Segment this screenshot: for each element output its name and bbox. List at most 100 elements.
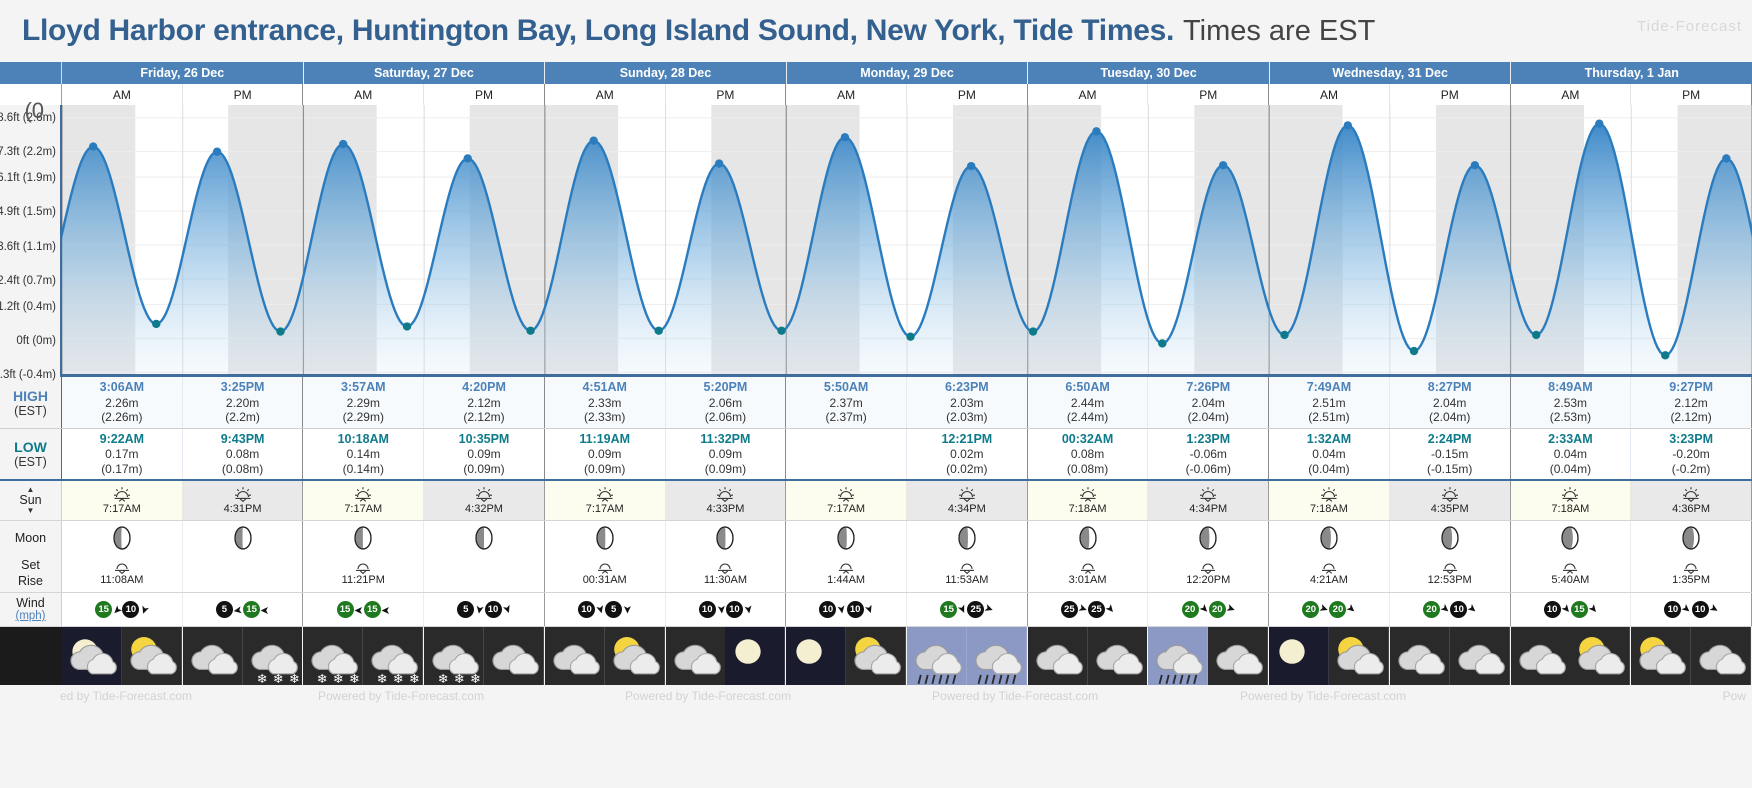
high-height-alt: (2.06m) <box>704 410 747 425</box>
low-tide-marker-1 <box>152 319 161 329</box>
wind-badge-group: 25 ➤ <box>1060 601 1089 618</box>
sun-row: ▲ Sun ▼ 7:17AM 4:31PM 7:17AM 4:32PM 7:17AM 4:… <box>0 481 1752 521</box>
moon-phase-icon <box>233 526 252 550</box>
high-time: 4:51AM <box>582 380 627 395</box>
svg-text:❄: ❄ <box>256 672 267 685</box>
weather-subcell <box>665 627 726 685</box>
weather-icon-sun-cloud <box>604 627 665 685</box>
weather-subcell: ❄ ❄ ❄ <box>303 627 364 685</box>
high-height-alt: (2.04m) <box>1187 410 1229 425</box>
high-height: 2.04m <box>1191 395 1225 410</box>
weather-subcell <box>1027 627 1088 685</box>
high-time: 6:50AM <box>1065 380 1110 395</box>
sunset-icon <box>476 487 492 502</box>
low-cell-3-pm: 12:21PM 0.02m (0.02m) <box>906 429 1028 479</box>
weather-icon-night-clear <box>725 627 786 685</box>
wind-direction-arrow-icon: ➤ <box>1344 601 1359 617</box>
ampm-cells: AM PM AM PM AM PM AM PM AM PM AM PM AM PM <box>62 84 1752 105</box>
wind-badge-group: 10 ➤ <box>122 601 152 618</box>
wind-speed-badge: 10 <box>484 601 502 618</box>
wind-speed-badge: 20 <box>1422 601 1440 618</box>
day-header-2[interactable]: Sunday, 28 Dec <box>545 62 787 84</box>
weather-icon-cloud <box>1087 627 1148 685</box>
low-time: 1:32AM <box>1306 431 1352 446</box>
weather-icon-cloud-rain <box>1148 627 1209 685</box>
wind-cell-1-am: 15 ➤ 15 ➤ <box>303 593 425 626</box>
wind-cell-3-am: 10 ➤ 10 ➤ <box>786 593 907 626</box>
wind-speed-badge: 20 <box>1302 601 1320 618</box>
high-height: 2.12m <box>467 395 501 410</box>
y-tick-8: 1.3ft (-0.4m) <box>0 369 56 382</box>
sun-cell-4-am: 7:18AM <box>1027 481 1149 520</box>
wind-cell-0-pm: 5 ➤ 15 ➤ <box>182 593 304 626</box>
high-cell-6-pm: 9:27PM 2.12m (2.12m) <box>1631 377 1752 428</box>
low-height: 0.04m <box>1553 447 1588 461</box>
day-header-4[interactable]: Tuesday, 30 Dec <box>1028 62 1270 84</box>
low-tide-marker-3 <box>276 327 285 336</box>
ampm-1-am: AM <box>303 84 425 105</box>
wind-direction-arrow-icon: ➤ <box>137 603 152 617</box>
watermark-credit-2: Powered by Tide-Forecast.com <box>318 689 485 703</box>
wind-unit-link[interactable]: (mph) <box>15 610 46 623</box>
wind-badge-group: 10 ➤ <box>1691 601 1720 618</box>
sunset-icon <box>958 487 975 502</box>
weather-cell-3-am <box>786 627 907 685</box>
wind-speed-badge: 15 <box>243 601 261 618</box>
low-cell-1-am: 10:18AM 0.14m (0.14m) <box>303 429 425 479</box>
weather-icon-night-clear <box>1269 627 1329 685</box>
y-tick-1: 7.3ft (2.2m) <box>0 146 56 159</box>
wind-speed-badge: 10 <box>1450 601 1468 618</box>
moon-phase-cell-1-am <box>303 521 425 555</box>
page-subtitle: Times are EST <box>1183 14 1376 47</box>
high-time: 8:27PM <box>1427 380 1472 395</box>
moon-phase-cells <box>62 521 1752 555</box>
high-tide-marker-16 <box>1092 127 1101 136</box>
low-cell-0-am: 9:22AM 0.17m (0.17m) <box>62 429 183 479</box>
moon-rise-label: Rise <box>17 573 43 588</box>
high-time: 5:50AM <box>823 380 869 395</box>
low-height: 0.08m <box>225 447 260 461</box>
watermark-credit-4: Powered by Tide-Forecast.com <box>932 689 1099 703</box>
weather-subcell <box>1389 627 1450 685</box>
low-cell-5-am: 1:32AM 0.04m (0.04m) <box>1269 429 1390 479</box>
sun-cell-2-pm: 4:33PM <box>665 481 787 520</box>
low-cell-5-pm: 2:24PM -0.15m (-0.15m) <box>1389 429 1511 479</box>
moonset-icon <box>718 563 733 574</box>
wind-badge-group: 10 ➤ <box>698 601 727 618</box>
low-height-alt: (0.09m) <box>704 461 747 476</box>
wind-badge-group: 10 ➤ <box>577 601 607 618</box>
moon-phase-cell-4-am <box>1027 521 1149 555</box>
moon-phase-icon <box>958 526 976 550</box>
high-time: 9:27PM <box>1669 380 1713 395</box>
wind-cell-2-am: 10 ➤ 5 ➤ <box>544 593 666 626</box>
high-height: 2.33m <box>588 395 622 410</box>
high-height: 2.44m <box>1070 395 1105 410</box>
day-header-1[interactable]: Saturday, 27 Dec <box>303 62 546 84</box>
day-header-5[interactable]: Wednesday, 31 Dec <box>1269 62 1512 84</box>
low-cell-1-pm: 10:35PM 0.09m (0.09m) <box>424 429 545 479</box>
wind-direction-arrow-icon: ➤ <box>982 601 996 617</box>
high-tide-marker-0 <box>88 142 98 151</box>
high-height: 2.12m <box>1674 395 1708 410</box>
weather-subcell <box>604 627 665 685</box>
high-height-alt: (2.12m) <box>1670 410 1712 425</box>
sunset-time: 4:34PM <box>947 503 986 515</box>
wind-badge-group: 15 ➤ <box>363 601 390 618</box>
sunrise-icon <box>596 487 613 502</box>
day-header-6[interactable]: Thursday, 1 Jan <box>1511 62 1752 84</box>
y-tick-2: 6.1ft (1.9m) <box>0 171 56 184</box>
low-time: 10:18AM <box>337 431 389 446</box>
wind-cell-6-am: 10 ➤ 15 ➤ <box>1510 593 1632 626</box>
sunrise-time: 7:17AM <box>102 503 141 515</box>
y-tick-6: 1.2ft (0.4m) <box>0 300 56 313</box>
day-header-3[interactable]: Monday, 29 Dec <box>786 62 1029 84</box>
weather-subcell <box>121 627 182 685</box>
watermark-credit-1: ed by Tide-Forecast.com <box>60 689 193 703</box>
day-header-0[interactable]: Friday, 26 Dec <box>62 62 304 84</box>
wind-speed-badge: 20 <box>1181 601 1199 618</box>
low-height-alt: (0.04m) <box>1308 461 1350 476</box>
weather-cell-6-pm <box>1631 627 1752 685</box>
svg-text:❄: ❄ <box>409 672 420 685</box>
wind-speed-badge: 10 <box>819 601 837 618</box>
low-label-tz: (EST) <box>14 455 47 469</box>
